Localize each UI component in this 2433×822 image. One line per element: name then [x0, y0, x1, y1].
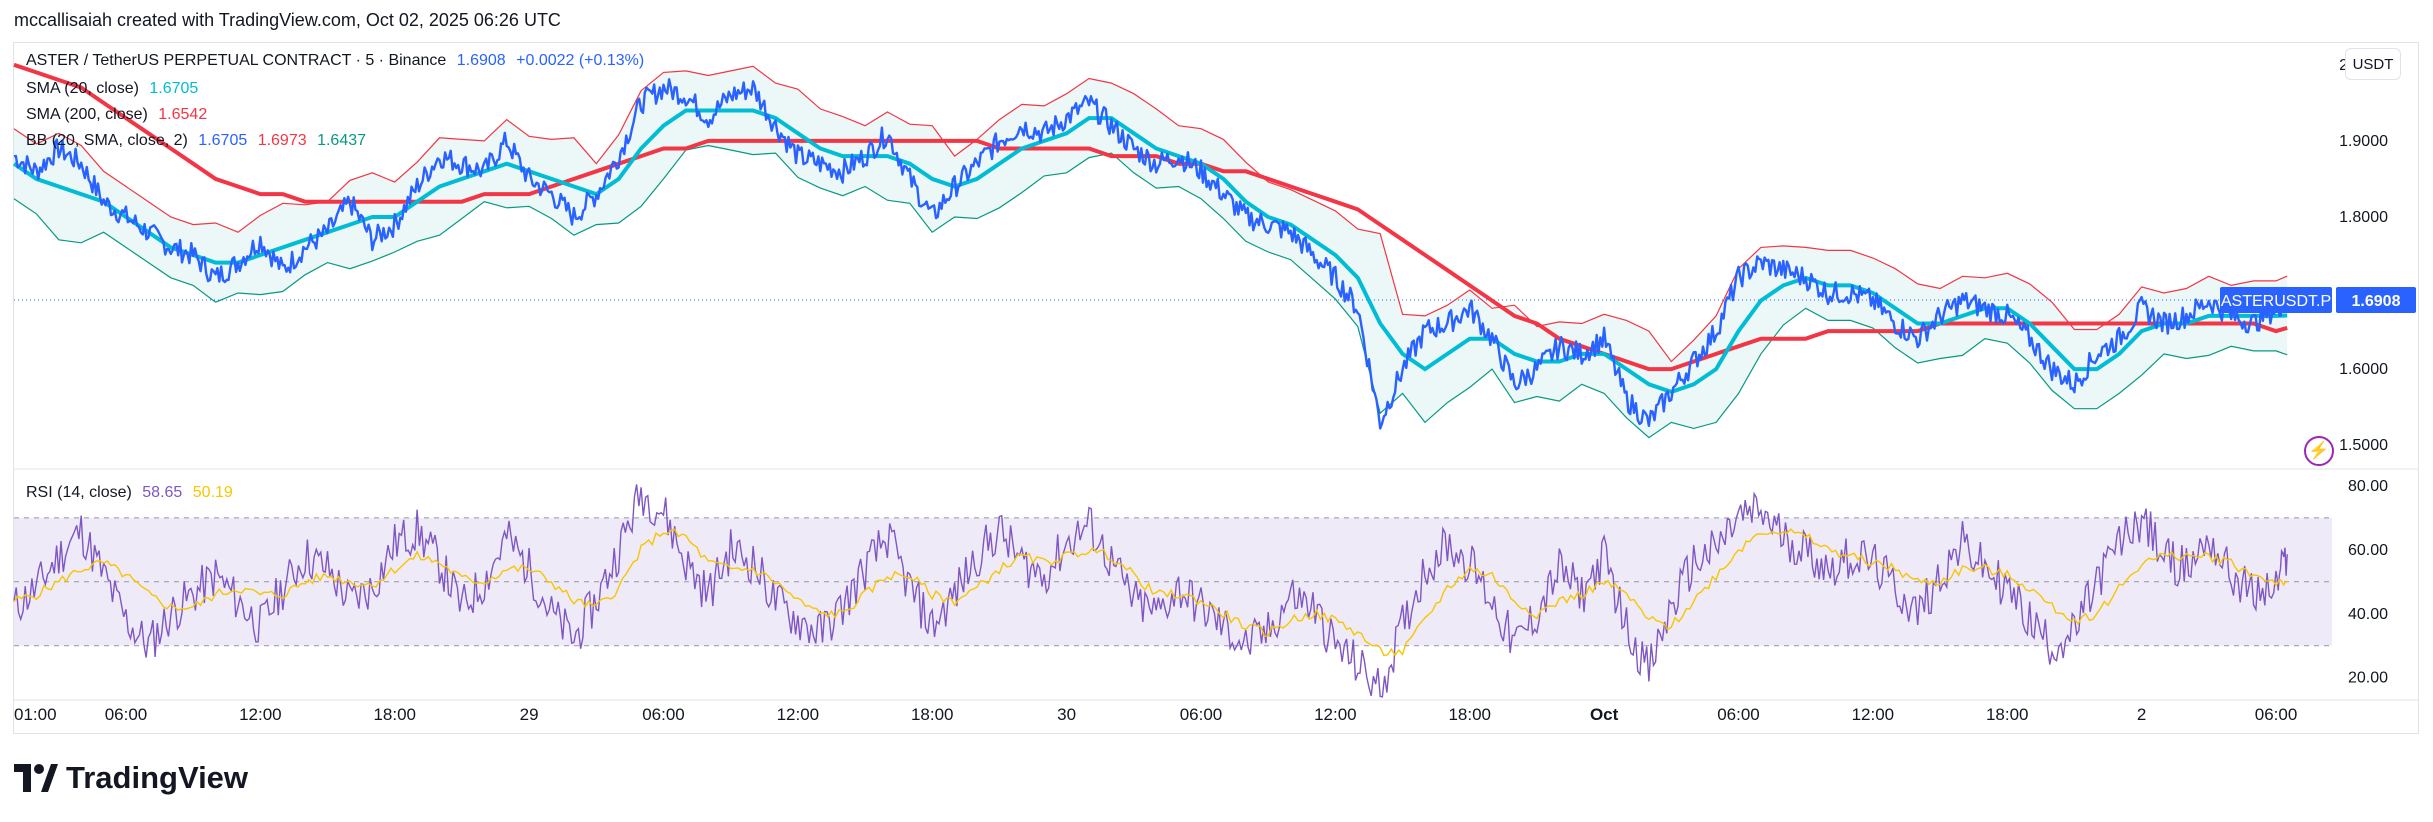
time-axis-tick: 06:00 [1180, 705, 1223, 724]
price-line [13, 78, 2289, 430]
chart-credit: mccallisaiah created with TradingView.co… [14, 10, 561, 30]
time-axis-tick: 29 [520, 705, 539, 724]
price-tag-label-bg [2220, 287, 2332, 314]
time-axis-tick: 18:00 [1448, 705, 1491, 724]
currency-button[interactable]: USDT [2345, 48, 2401, 80]
legend-sma20-value: 1.6705 [149, 80, 199, 97]
price-tag-value: 1.6908 [2352, 293, 2401, 310]
time-axis-tick: 18:00 [1986, 705, 2029, 724]
time-axis-tick: 06:00 [2255, 705, 2298, 724]
legend-sma200-row[interactable]: SMA (200, close) 1.6542 [26, 106, 213, 124]
time-axis-tick: 06:00 [105, 705, 148, 724]
time-axis-tick: 12:00 [239, 705, 282, 724]
time-axis-tick: 12:00 [1314, 705, 1357, 724]
legend-bb-mid: 1.6705 [198, 132, 248, 149]
legend-bb-row[interactable]: BB (20, SMA, close, 2) 1.6705 1.6973 1.6… [26, 132, 372, 150]
rsi-axis-tick: 20.00 [2348, 670, 2388, 687]
time-axis-tick: 18:00 [911, 705, 954, 724]
rsi-axis-tick: 60.00 [2348, 542, 2388, 559]
price-axis-tick: 1.8000 [2339, 209, 2388, 226]
time-axis-tick: 12:00 [1852, 705, 1895, 724]
legend-symbol[interactable]: ASTER / TetherUS PERPETUAL CONTRACT · 5 … [26, 52, 447, 69]
bollinger-upper-line [13, 65, 2288, 363]
rsi-line [13, 484, 2288, 698]
lightning-icon[interactable]: ⚡ [2304, 436, 2334, 466]
legend-change: +0.0022 (+0.13%) [516, 52, 645, 69]
time-axis-tick: 06:00 [1717, 705, 1760, 724]
rsi-axis-tick: 40.00 [2348, 606, 2388, 623]
time-axis-tick: 12:00 [777, 705, 820, 724]
tradingview-logo[interactable]: TradingView [14, 760, 248, 796]
price-tag-label: ASTERUSDT.P [2221, 293, 2331, 310]
time-axis-tick: 18:00 [373, 705, 416, 724]
legend-sma200-value: 1.6542 [158, 106, 208, 123]
legend-rsi-row[interactable]: RSI (14, close) 58.65 50.19 [26, 484, 239, 502]
price-tag-value-bg [2336, 287, 2416, 314]
legend-rsi-ma: 50.19 [192, 484, 233, 501]
chart-frame [13, 42, 2419, 734]
rsi-ma-line [13, 528, 2288, 657]
sma200-line [13, 62, 2288, 372]
tradingview-logo-icon [14, 764, 58, 792]
price-axis-tick: 1.9000 [2339, 133, 2388, 150]
rsi-axis-tick: 80.00 [2348, 478, 2388, 495]
time-axis-tick: Oct [1590, 705, 1619, 724]
legend-sma20-label: SMA (20, close) [26, 80, 139, 97]
logo-text: TradingView [66, 760, 249, 795]
legend-sma20-row[interactable]: SMA (20, close) 1.6705 [26, 80, 204, 98]
legend-bb-label: BB (20, SMA, close, 2) [26, 132, 188, 149]
legend-symbol-row: ASTER / TetherUS PERPETUAL CONTRACT · 5 … [26, 52, 650, 70]
time-axis-tick: 06:00 [642, 705, 685, 724]
bollinger-lower-line [13, 144, 2288, 439]
time-axis-tick: 01:00 [14, 705, 57, 724]
legend-sma200-label: SMA (200, close) [26, 106, 148, 123]
time-axis-tick: 30 [1057, 705, 1076, 724]
legend-rsi-value: 58.65 [142, 484, 183, 501]
time-axis-tick: 2 [2137, 705, 2146, 724]
price-axis-tick: 1.5000 [2339, 437, 2388, 454]
legend-bb-upper: 1.6973 [257, 132, 307, 149]
price-axis-tick: 1.6000 [2339, 361, 2388, 378]
legend-bb-lower: 1.6437 [317, 132, 367, 149]
legend-rsi-label: RSI (14, close) [26, 484, 132, 501]
bollinger-band-fill [14, 66, 2288, 438]
legend-price: 1.6908 [456, 52, 506, 69]
